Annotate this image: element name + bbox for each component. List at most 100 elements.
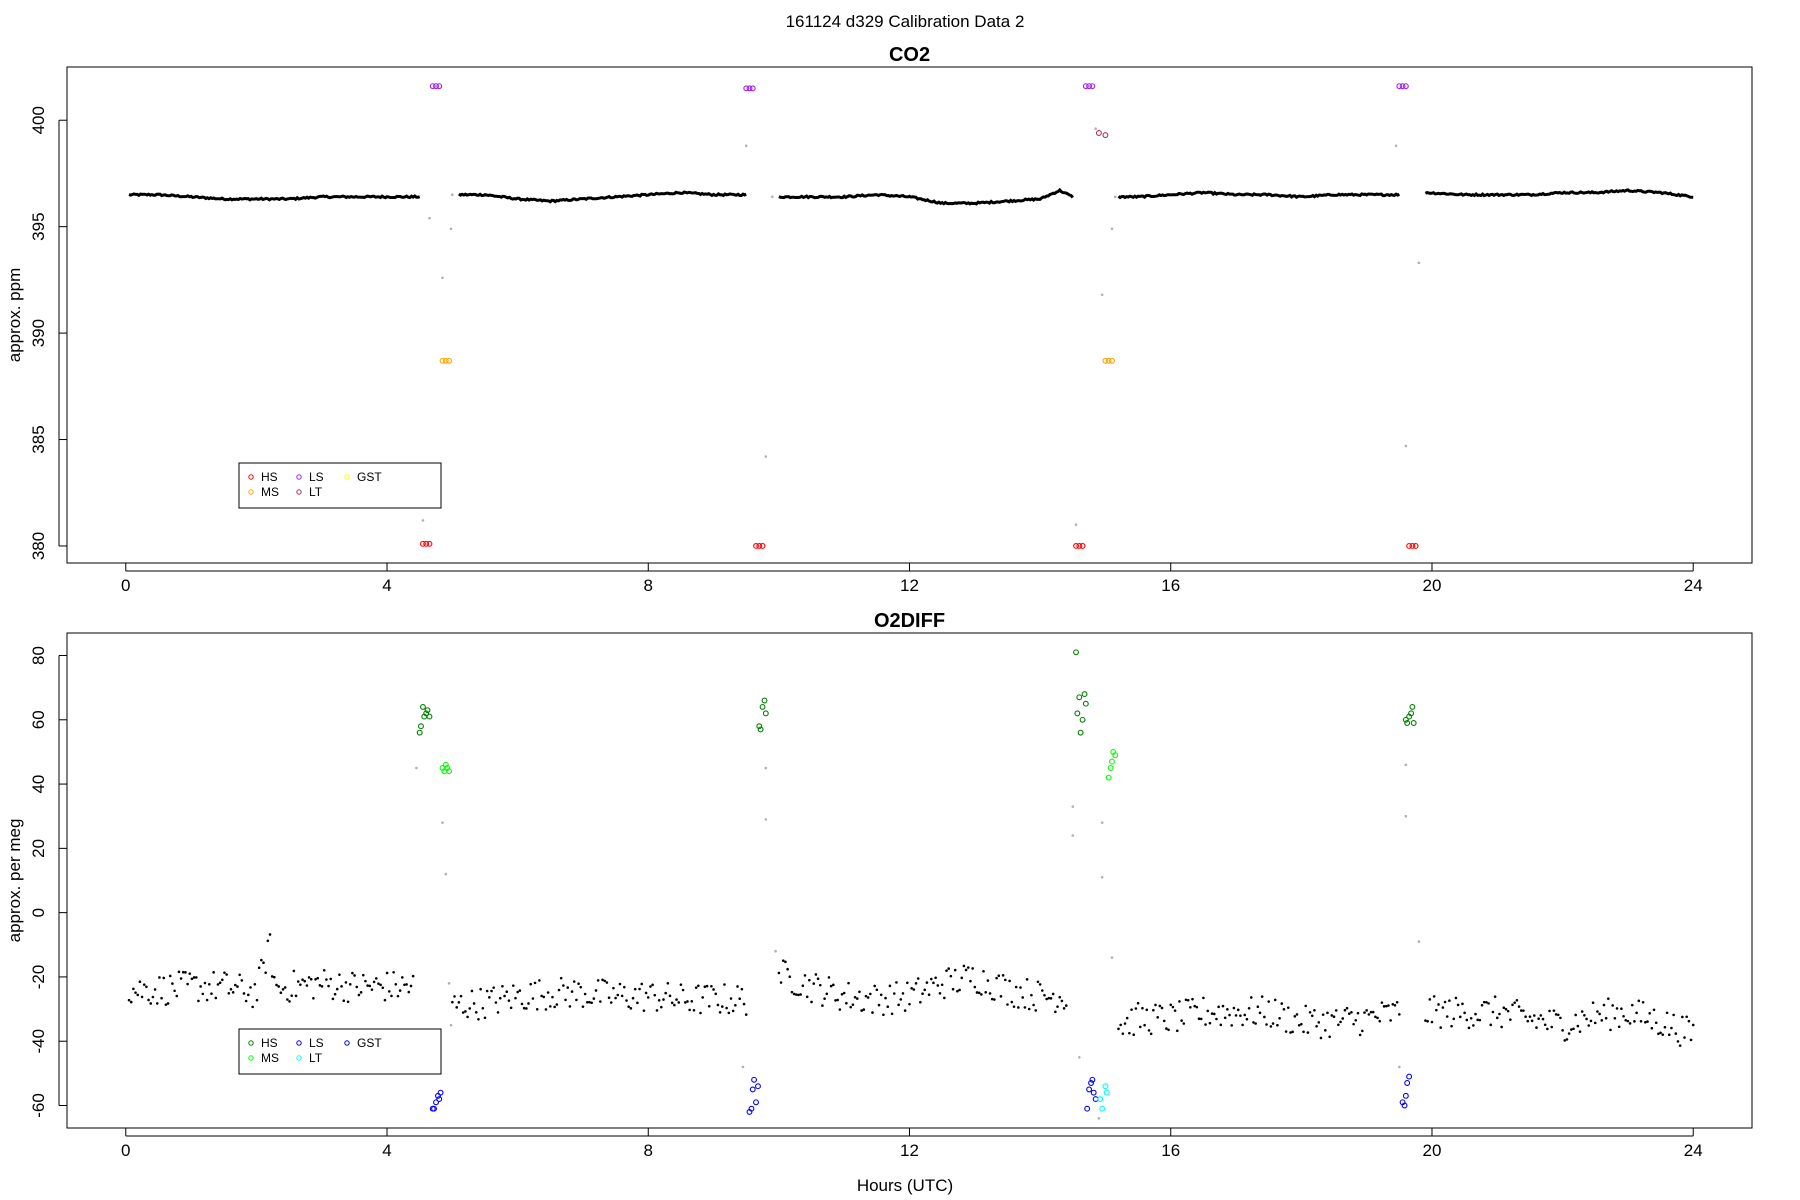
o2diff-baseline-point <box>1289 1031 1292 1034</box>
o2diff-baseline-point <box>359 991 363 994</box>
o2diff-baseline-point <box>325 978 328 981</box>
o2diff-baseline-point <box>1178 1000 1181 1003</box>
o2diff-baseline-point <box>266 939 270 943</box>
o2diff-baseline-point <box>240 979 244 982</box>
o2diff-baseline-point <box>1567 1032 1571 1035</box>
o2diff-ls-point <box>1404 1080 1411 1086</box>
o2diff-baseline-point <box>720 1005 724 1008</box>
o2diff-baseline-point <box>262 961 265 965</box>
o2diff-baseline-point <box>784 960 787 964</box>
o2diff-baseline-point <box>281 988 285 991</box>
o2diff-baseline-point <box>906 981 909 985</box>
co2-ls-point <box>1402 83 1409 90</box>
o2diff-baseline-point <box>158 976 161 979</box>
o2diff-baseline-point <box>938 992 942 995</box>
co2-x-tick-label: 12 <box>900 576 919 595</box>
o2diff-baseline-point <box>296 980 300 983</box>
o2diff-baseline-point <box>910 986 913 990</box>
o2diff-baseline-point <box>210 992 213 995</box>
o2diff-baseline-point <box>1286 1006 1290 1009</box>
o2diff-baseline-point <box>1295 1013 1299 1016</box>
o2diff-baseline-point <box>234 983 237 987</box>
o2diff-baseline-point <box>173 989 176 993</box>
o2diff-baseline-point <box>1184 998 1188 1002</box>
co2-x-tick-label: 24 <box>1684 576 1703 595</box>
o2diff-baseline-point <box>316 976 320 980</box>
o2diff-baseline-point <box>1522 1009 1525 1012</box>
o2diff-transition-point <box>1110 956 1114 959</box>
o2diff-baseline-point <box>1617 1025 1621 1029</box>
o2diff-baseline-point <box>651 983 654 987</box>
co2-ms-point <box>439 357 446 364</box>
o2diff-baseline-point <box>184 971 187 974</box>
o2diff-baseline-point <box>805 995 809 999</box>
o2diff-baseline-point <box>1650 1026 1654 1030</box>
o2diff-baseline-point <box>1369 1010 1373 1014</box>
o2diff-baseline-point <box>1060 999 1064 1003</box>
o2diff-baseline-point <box>934 976 937 980</box>
co2-x-tick-label: 4 <box>382 576 391 595</box>
o2diff-baseline-point <box>1269 1025 1273 1028</box>
o2diff-hs-point <box>1404 720 1411 726</box>
o2diff-baseline-point <box>803 974 807 977</box>
o2diff-baseline-point <box>1217 1005 1220 1009</box>
o2diff-baseline-point <box>675 998 678 1001</box>
o2diff-baseline-point <box>703 985 707 988</box>
o2diff-baseline-point <box>1361 1029 1364 1033</box>
o2diff-baseline-point <box>290 994 293 997</box>
o2diff-baseline-point <box>348 983 352 986</box>
o2diff-hs-point <box>419 703 426 710</box>
o2diff-baseline-point <box>268 933 272 936</box>
o2diff-baseline-point <box>253 982 257 986</box>
o2diff-transition-point <box>1417 940 1421 943</box>
o2diff-y-tick-label: 20 <box>29 839 48 858</box>
o2diff-baseline-point <box>1291 1030 1294 1034</box>
o2diff-baseline-point <box>1374 1015 1377 1019</box>
o2diff-baseline-point <box>1343 1008 1347 1012</box>
o2diff-baseline-point <box>829 984 833 988</box>
o2diff-baseline-point <box>1641 1000 1645 1004</box>
o2diff-baseline-point <box>642 1009 646 1012</box>
o2diff-baseline-point <box>1628 1022 1632 1025</box>
o2diff-ls-point <box>1084 1105 1091 1112</box>
co2-legend-marker-lt <box>296 489 302 495</box>
o2diff-baseline-point <box>1480 1003 1484 1007</box>
o2diff-baseline-point <box>1452 1017 1456 1021</box>
o2diff-x-tick-label: 20 <box>1423 1141 1442 1160</box>
o2diff-baseline-point <box>1644 1020 1647 1024</box>
o2diff-baseline-point <box>1051 992 1055 996</box>
co2-legend-marker-ms <box>248 489 254 495</box>
co2-transition-point <box>421 519 425 522</box>
o2diff-baseline-point <box>1058 995 1062 999</box>
o2diff-baseline-point <box>1149 1032 1153 1036</box>
o2diff-baseline-point <box>392 970 395 974</box>
o2diff-baseline-point <box>879 993 883 997</box>
o2diff-baseline-point <box>649 985 652 988</box>
o2diff-hs-point <box>759 703 766 710</box>
o2diff-baseline-point <box>1284 1030 1288 1033</box>
o2diff-baseline-point <box>1665 1011 1669 1015</box>
o2diff-baseline-point <box>1219 1023 1223 1027</box>
o2diff-baseline-point <box>155 1002 159 1005</box>
co2-lt-point <box>1095 130 1102 136</box>
o2diff-baseline-point <box>742 1002 746 1006</box>
co2-transition-point <box>451 193 454 197</box>
o2diff-baseline-point <box>882 1013 885 1017</box>
o2diff-baseline-point <box>1036 980 1040 984</box>
o2diff-baseline-point <box>823 997 826 1000</box>
o2diff-baseline-point <box>292 969 296 973</box>
o2diff-baseline-point <box>827 976 831 979</box>
o2diff-baseline-point <box>657 998 661 1002</box>
o2diff-baseline-point <box>464 1010 467 1013</box>
o2diff-baseline-point <box>562 984 565 987</box>
o2diff-baseline-point <box>1622 1014 1625 1018</box>
o2diff-hs-point <box>756 723 763 730</box>
o2diff-baseline-point <box>1528 1015 1532 1018</box>
o2diff-baseline-point <box>1189 1006 1192 1009</box>
o2diff-baseline-point <box>361 973 365 977</box>
o2diff-baseline-point <box>1180 1019 1183 1022</box>
o2diff-baseline-point <box>1626 1019 1630 1023</box>
o2diff-baseline-point <box>1509 1018 1512 1021</box>
o2diff-y-tick-label: -20 <box>29 965 48 990</box>
co2-transition-point <box>449 227 453 231</box>
